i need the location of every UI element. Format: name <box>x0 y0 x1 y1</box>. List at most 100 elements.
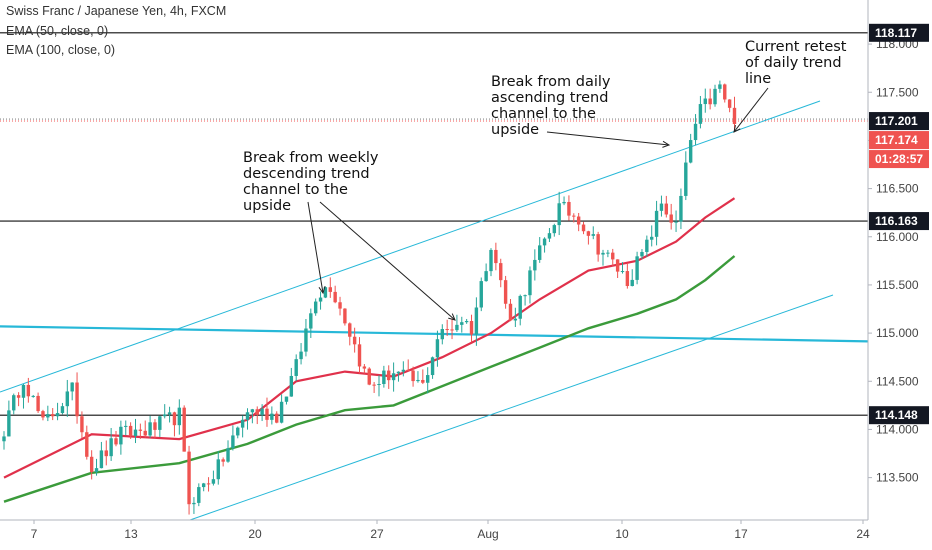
price-level-badge: 116.163 <box>869 212 929 231</box>
candle-down <box>586 230 591 245</box>
candle-body <box>538 245 542 260</box>
candle-up <box>124 420 128 436</box>
price-level-badge-bg <box>869 23 929 42</box>
candle-body <box>679 195 683 222</box>
candle-down <box>114 430 118 447</box>
candle-up <box>158 415 162 437</box>
time-tick-label: 17 <box>734 527 748 541</box>
candle-body <box>411 370 415 382</box>
candle-body <box>659 203 664 211</box>
candle-body <box>367 368 371 385</box>
candle-up <box>313 298 318 316</box>
candle-up <box>479 277 483 312</box>
candle-body <box>377 384 381 386</box>
annotation-arrow <box>733 87 769 133</box>
candle-up <box>284 396 289 405</box>
candle-body <box>567 201 571 216</box>
candle-up <box>528 266 532 304</box>
candle-body <box>124 425 128 427</box>
candle-body <box>65 391 70 407</box>
candle-up <box>401 361 406 377</box>
candle-up <box>562 196 566 206</box>
candle-down <box>16 392 21 407</box>
candle-body <box>2 436 6 442</box>
candle-up <box>21 384 26 409</box>
candle-body <box>279 401 284 423</box>
candle-down <box>221 457 225 467</box>
candle-body <box>708 98 712 105</box>
candle-up <box>659 195 664 217</box>
time-tick-label: 24 <box>856 527 870 541</box>
candle-up <box>318 291 323 310</box>
arrow-head <box>662 140 671 148</box>
candle-body <box>601 252 605 255</box>
annotations: Break from weekly descending trend channel… <box>243 39 847 321</box>
candle-up <box>2 431 6 450</box>
candle-up <box>299 343 303 365</box>
candle-down <box>581 221 586 235</box>
candle-down <box>421 369 425 385</box>
candle-body <box>26 384 31 397</box>
candle-body <box>542 238 547 246</box>
candle-up <box>211 470 216 486</box>
candle-body <box>250 409 255 413</box>
candle-body <box>664 203 669 215</box>
annotation-line: channel to the <box>491 106 596 122</box>
candle-down <box>576 212 581 232</box>
daily-ascending-channel-lower <box>189 294 834 521</box>
candle-up <box>430 356 435 379</box>
candle-body <box>231 435 235 449</box>
candle-up <box>542 237 547 253</box>
candle-up <box>99 441 104 469</box>
candle-up <box>693 114 698 146</box>
candle-body <box>669 214 673 223</box>
candle-down <box>348 322 352 346</box>
annotation-arrow <box>307 201 324 294</box>
candle-down <box>362 364 367 374</box>
candle-up <box>216 451 220 485</box>
candle-up <box>552 223 557 237</box>
candle-body <box>425 375 430 383</box>
candle-up <box>382 365 386 388</box>
daily-ascending-channel-upper <box>0 100 821 393</box>
candle-up <box>260 404 264 422</box>
annotation-line: Current retest <box>745 39 847 55</box>
candle-up <box>547 228 552 243</box>
candle-body <box>133 429 138 437</box>
candle-down <box>372 381 376 393</box>
candle-body <box>16 395 21 398</box>
candle-up <box>109 428 113 461</box>
candle-up <box>674 210 678 232</box>
candle-body <box>611 252 615 260</box>
candle-body <box>41 411 45 418</box>
arrow-head <box>733 125 741 133</box>
candle-body <box>294 359 298 376</box>
candle-body <box>158 416 162 430</box>
candle-up <box>270 406 274 425</box>
annotation-line: channel to the <box>243 182 348 198</box>
candle-body <box>430 357 435 376</box>
indicator-ema50-label[interactable]: EMA (50, close, 0) <box>6 24 109 38</box>
candle-body <box>362 366 367 369</box>
candle-up <box>377 375 381 397</box>
candle-body <box>109 438 113 457</box>
candle-body <box>445 329 449 331</box>
price-level-badge-text: 118.117 <box>875 26 917 40</box>
indicator-ema100-label[interactable]: EMA (100, close, 0) <box>6 43 116 57</box>
arrow-head <box>448 313 456 321</box>
candle-up <box>489 248 493 277</box>
annotation-line: line <box>745 71 771 87</box>
candle-body <box>85 432 89 457</box>
candle-up <box>416 371 420 383</box>
candle-down <box>567 195 571 221</box>
candle-down <box>727 99 732 113</box>
candle-up <box>425 367 430 394</box>
price-tick-label: 117.500 <box>876 85 919 99</box>
candle-body <box>455 324 459 331</box>
price-level-badge-text: 116.163 <box>875 214 918 228</box>
candle-up <box>148 415 152 438</box>
annotation-line: Break from daily <box>491 74 611 90</box>
candle-up <box>119 420 123 455</box>
